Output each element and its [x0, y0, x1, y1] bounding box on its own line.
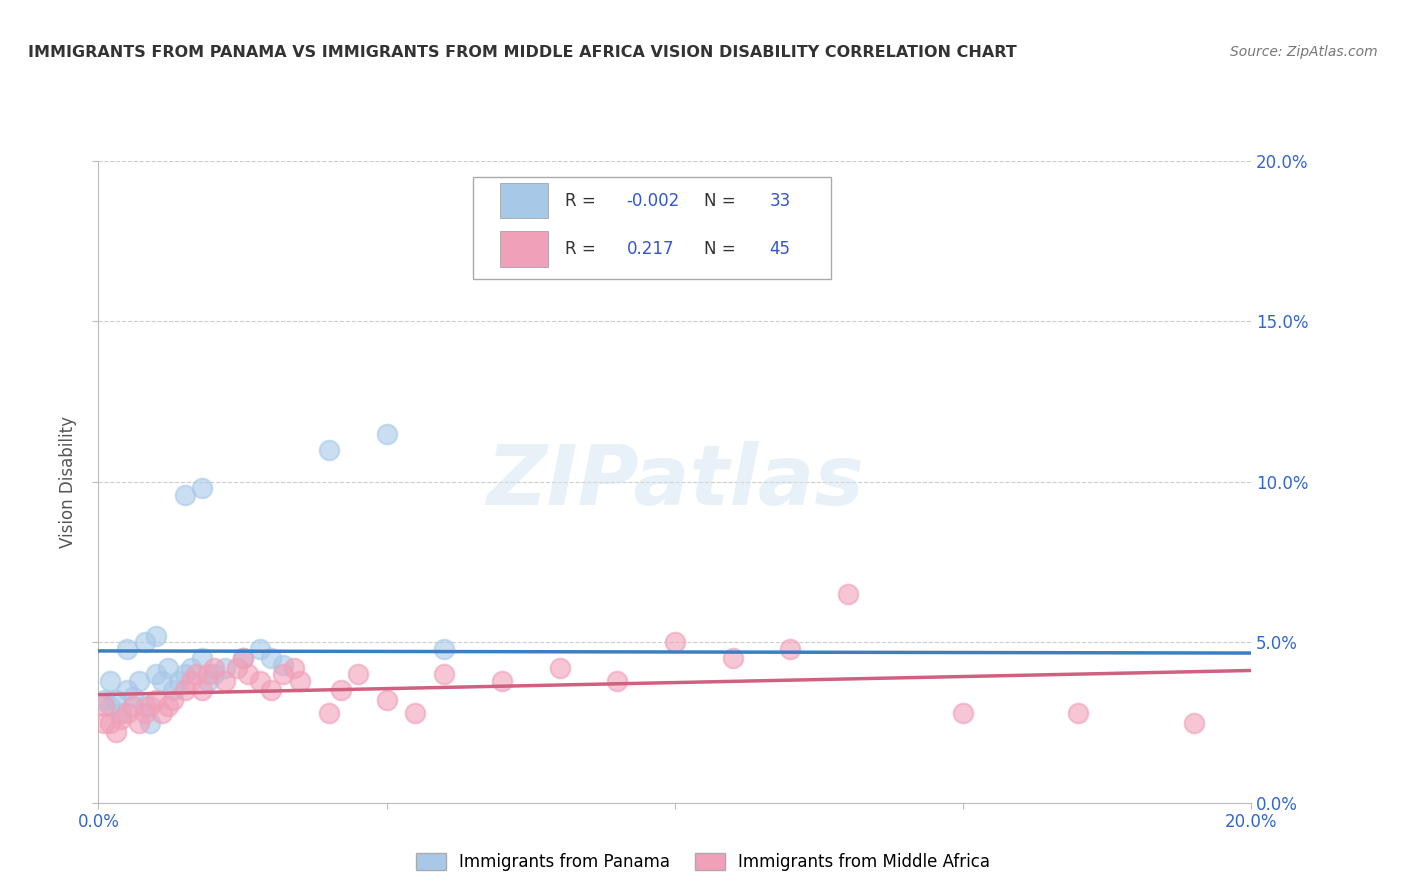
Point — [260, 683, 283, 698]
Point — [139, 699, 162, 714]
Point — [191, 481, 214, 495]
Text: IMMIGRANTS FROM PANAMA VS IMMIGRANTS FROM MIDDLE AFRICA VISION DISABILITY CORREL: IMMIGRANTS FROM PANAMA VS IMMIGRANTS FRO… — [28, 45, 1017, 60]
Text: R =: R = — [565, 192, 602, 210]
Point — [249, 673, 271, 688]
Point — [260, 651, 283, 665]
Text: 45: 45 — [769, 240, 790, 258]
FancyBboxPatch shape — [499, 231, 548, 267]
Point — [186, 667, 208, 681]
Point — [346, 667, 368, 681]
Point — [238, 667, 260, 681]
Point — [491, 673, 513, 688]
Legend: Immigrants from Panama, Immigrants from Middle Africa: Immigrants from Panama, Immigrants from … — [408, 845, 998, 880]
Text: 33: 33 — [769, 192, 790, 210]
Point — [837, 587, 859, 601]
Point — [145, 667, 167, 681]
Text: ZIPatlas: ZIPatlas — [486, 442, 863, 522]
Point — [290, 673, 312, 688]
Point — [162, 683, 184, 698]
Point — [329, 683, 352, 698]
Point — [191, 683, 214, 698]
Point — [156, 661, 179, 675]
Text: N =: N = — [704, 240, 741, 258]
Point — [162, 693, 184, 707]
Point — [150, 706, 173, 720]
Point — [167, 673, 190, 688]
Point — [174, 487, 197, 501]
Point — [104, 725, 127, 739]
Point — [117, 641, 139, 656]
Point — [122, 699, 145, 714]
Point — [197, 673, 219, 688]
Point — [231, 651, 254, 665]
Point — [134, 635, 156, 649]
Point — [271, 667, 294, 681]
Point — [145, 629, 167, 643]
Point — [375, 693, 398, 707]
Point — [197, 667, 219, 681]
Point — [180, 661, 202, 675]
Point — [93, 715, 115, 730]
Text: R =: R = — [565, 240, 602, 258]
Point — [145, 693, 167, 707]
Point — [405, 706, 427, 720]
Point — [721, 651, 744, 665]
Point — [202, 667, 225, 681]
Point — [318, 706, 340, 720]
Text: Source: ZipAtlas.com: Source: ZipAtlas.com — [1230, 45, 1378, 59]
Point — [214, 661, 236, 675]
Point — [231, 651, 254, 665]
Point — [139, 715, 162, 730]
Point — [110, 712, 132, 726]
Point — [191, 651, 214, 665]
Point — [318, 442, 340, 457]
Y-axis label: Vision Disability: Vision Disability — [59, 416, 77, 548]
Point — [214, 673, 236, 688]
FancyBboxPatch shape — [472, 177, 831, 279]
Point — [98, 715, 121, 730]
Point — [98, 673, 121, 688]
Point — [433, 667, 456, 681]
FancyBboxPatch shape — [499, 183, 548, 219]
Point — [134, 699, 156, 714]
Point — [174, 683, 197, 698]
Point — [104, 693, 127, 707]
Point — [283, 661, 305, 675]
Point — [249, 641, 271, 656]
Point — [1067, 706, 1090, 720]
Point — [156, 699, 179, 714]
Point — [952, 706, 974, 720]
Point — [375, 426, 398, 441]
Point — [122, 690, 145, 704]
Point — [150, 673, 173, 688]
Point — [98, 699, 121, 714]
Point — [433, 641, 456, 656]
Point — [225, 661, 247, 675]
Point — [606, 673, 628, 688]
Point — [271, 657, 294, 672]
Point — [134, 706, 156, 720]
Point — [664, 635, 686, 649]
Point — [779, 641, 801, 656]
Point — [128, 673, 150, 688]
Point — [202, 661, 225, 675]
Text: 0.217: 0.217 — [627, 240, 673, 258]
Point — [1182, 715, 1205, 730]
Point — [117, 706, 139, 720]
Point — [128, 715, 150, 730]
Point — [174, 667, 197, 681]
Point — [548, 661, 571, 675]
Point — [180, 673, 202, 688]
Text: -0.002: -0.002 — [627, 192, 679, 210]
Text: N =: N = — [704, 192, 741, 210]
Point — [93, 693, 115, 707]
Point — [110, 706, 132, 720]
Point — [117, 683, 139, 698]
Point — [93, 699, 115, 714]
